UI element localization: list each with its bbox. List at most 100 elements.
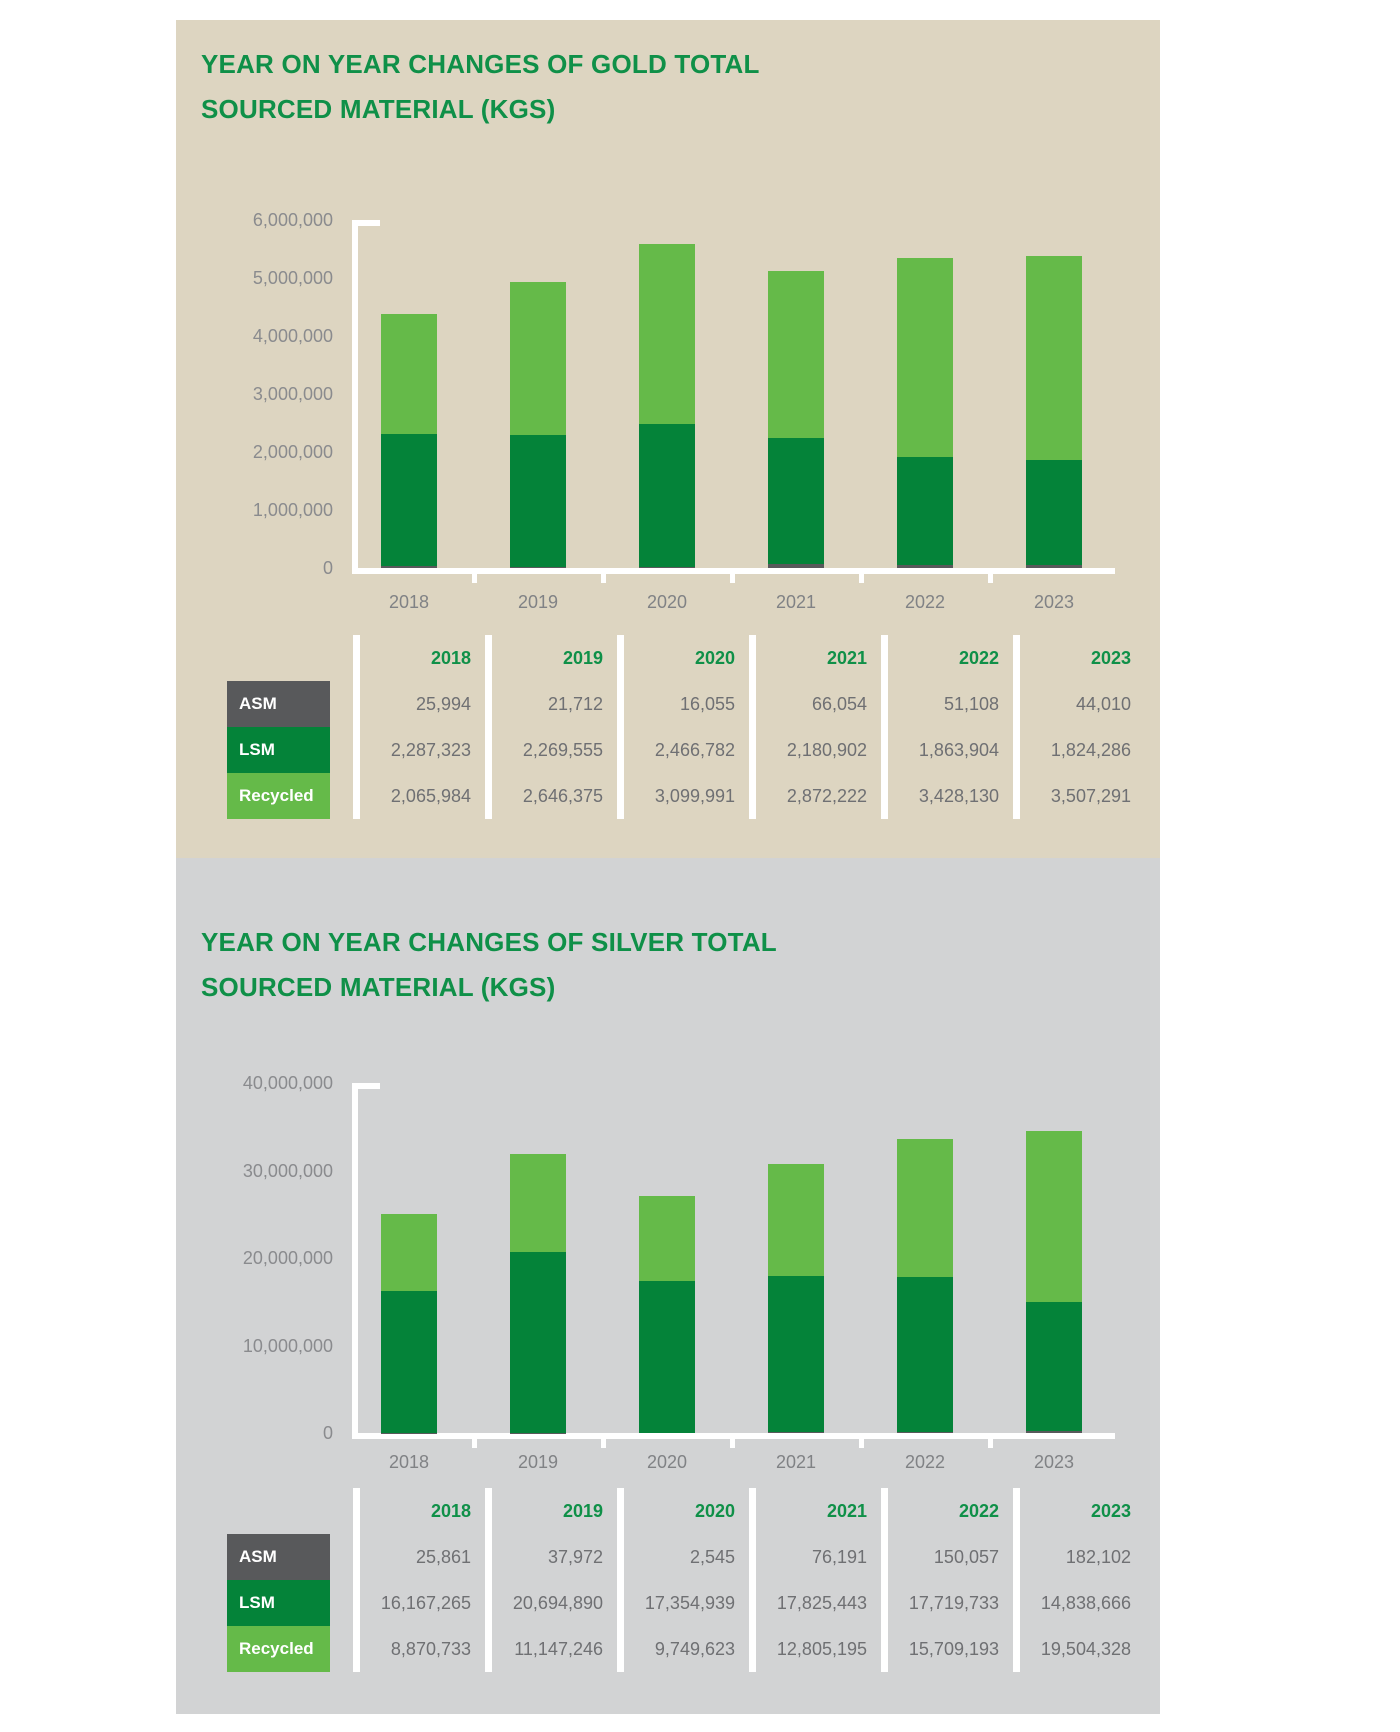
x-axis-label: 2021 xyxy=(775,592,817,612)
table-value-cell: 2,466,782 xyxy=(654,740,735,760)
bar-segment-recycled xyxy=(768,1164,824,1277)
bar-segment-recycled xyxy=(510,281,566,436)
x-axis-tick xyxy=(987,1439,993,1448)
bar-segment-lsm xyxy=(897,1276,953,1432)
bar-segment-lsm xyxy=(510,1251,566,1433)
x-axis-label: 2019 xyxy=(517,1452,559,1472)
table-value-cell: 2,646,375 xyxy=(522,786,603,806)
table-value-cell: 20,694,890 xyxy=(512,1593,603,1613)
x-axis-label: 2023 xyxy=(1033,1452,1075,1472)
table-row-label-asm: ASM xyxy=(227,1534,330,1580)
table-row-label-recycled: Recycled xyxy=(227,773,330,819)
y-tick-label: 10,000,000 xyxy=(242,1335,333,1356)
table-column-separator xyxy=(749,635,756,819)
table-row-label-lsm: LSM xyxy=(227,1580,330,1626)
y-tick-label: 0 xyxy=(322,558,333,578)
x-axis-tick xyxy=(858,1439,864,1448)
y-tick-label: 1,000,000 xyxy=(252,500,333,520)
table-value-cell: 44,010 xyxy=(1075,694,1131,714)
bar-segment-lsm xyxy=(510,435,566,567)
table-value-cell: 11,147,246 xyxy=(514,1639,603,1659)
gold-title-line2: SOURCED MATERIAL (KGS) xyxy=(201,94,556,124)
bar-segment-lsm xyxy=(768,1276,824,1433)
table-column-separator xyxy=(749,1488,756,1672)
y-tick-label: 6,000,000 xyxy=(252,210,333,230)
y-tick-label: 20,000,000 xyxy=(242,1248,333,1268)
y-axis-top-tick xyxy=(358,1083,380,1089)
x-axis-label: 2022 xyxy=(904,592,946,612)
bar-segment-lsm xyxy=(1026,459,1082,566)
table-value-cell: 2,180,902 xyxy=(786,740,867,760)
bar-segment-asm xyxy=(639,567,695,568)
table-value-cell: 17,719,733 xyxy=(908,1593,999,1613)
table-value-cell: 37,972 xyxy=(547,1547,603,1567)
bar-segment-recycled xyxy=(381,1213,437,1292)
x-axis-tick xyxy=(987,574,993,583)
x-axis-label: 2022 xyxy=(904,1452,946,1472)
table-value-cell: 2,269,555 xyxy=(522,740,603,760)
silver-chart-title: YEAR ON YEAR CHANGES OF SILVER TOTAL SOU… xyxy=(201,920,777,1010)
table-value-cell: 25,861 xyxy=(415,1547,471,1567)
x-axis-tick xyxy=(600,1439,606,1448)
table-value-cell: 19,504,328 xyxy=(1040,1639,1131,1659)
x-axis-label: 2018 xyxy=(388,592,430,612)
table-value-cell: 16,055 xyxy=(679,694,735,714)
x-axis-tick xyxy=(729,1439,735,1448)
gold-chart-title: YEAR ON YEAR CHANGES OF GOLD TOTAL SOURC… xyxy=(201,42,760,132)
table-year-header: 2021 xyxy=(826,1501,867,1521)
table-value-cell: 150,057 xyxy=(933,1547,999,1567)
table-column-separator xyxy=(485,1488,492,1672)
table-value-cell: 12,805,195 xyxy=(776,1639,867,1659)
table-year-header: 2022 xyxy=(958,648,999,668)
table-value-cell: 3,428,130 xyxy=(918,786,999,806)
bar-segment-lsm xyxy=(768,437,824,565)
gold-title-line1: YEAR ON YEAR CHANGES OF GOLD TOTAL xyxy=(201,49,760,79)
table-value-cell: 2,872,222 xyxy=(786,786,867,806)
bar-segment-recycled xyxy=(1026,256,1082,460)
table-value-cell: 21,712 xyxy=(547,694,603,714)
x-axis-label: 2020 xyxy=(646,1452,688,1472)
table-value-cell: 2,065,984 xyxy=(390,786,471,806)
x-axis-tick xyxy=(471,1439,477,1448)
bar-segment-lsm xyxy=(381,433,437,567)
bar-segment-asm xyxy=(1026,565,1082,568)
x-axis-tick xyxy=(729,574,735,583)
y-tick-label: 5,000,000 xyxy=(252,268,333,288)
bar-segment-lsm xyxy=(897,456,953,566)
bar-segment-asm xyxy=(768,564,824,568)
y-tick-label: 2,000,000 xyxy=(252,442,333,462)
table-value-cell: 25,994 xyxy=(415,694,471,714)
table-value-cell: 17,354,939 xyxy=(644,1593,735,1613)
table-value-cell: 2,287,323 xyxy=(390,740,471,760)
y-tick-label: 4,000,000 xyxy=(252,326,333,346)
table-value-cell: 51,108 xyxy=(943,694,999,714)
bar-segment-asm xyxy=(897,565,953,568)
y-tick-label: 0 xyxy=(322,1423,333,1443)
x-axis-label: 2021 xyxy=(775,1452,817,1472)
x-axis-label: 2023 xyxy=(1033,592,1075,612)
table-column-separator xyxy=(1013,1488,1020,1672)
table-column-separator xyxy=(353,635,360,819)
table-value-cell: 9,749,623 xyxy=(654,1639,735,1659)
bar-segment-recycled xyxy=(639,244,695,424)
bar-segment-asm xyxy=(510,566,566,568)
table-row-label-asm: ASM xyxy=(227,681,330,727)
silver-title-line2: SOURCED MATERIAL (KGS) xyxy=(201,972,556,1002)
table-row-label-recycled: Recycled xyxy=(227,1626,330,1672)
x-axis-tick xyxy=(858,574,864,583)
table-row-label-lsm: LSM xyxy=(227,727,330,773)
y-tick-label: 30,000,000 xyxy=(242,1160,333,1181)
table-value-cell: 2,545 xyxy=(689,1547,735,1567)
table-value-cell: 16,167,265 xyxy=(380,1593,471,1613)
table-column-separator xyxy=(881,635,888,819)
bar-segment-recycled xyxy=(897,258,953,457)
bar-segment-asm xyxy=(381,566,437,568)
bar-segment-lsm xyxy=(639,423,695,568)
y-axis-top-tick xyxy=(358,220,380,226)
bar-segment-recycled xyxy=(639,1195,695,1282)
y-axis-line xyxy=(352,220,358,568)
table-column-separator xyxy=(485,635,492,819)
silver-chart-panel: YEAR ON YEAR CHANGES OF SILVER TOTAL SOU… xyxy=(176,858,1160,1714)
y-tick-label: 40,000,000 xyxy=(242,1073,333,1093)
